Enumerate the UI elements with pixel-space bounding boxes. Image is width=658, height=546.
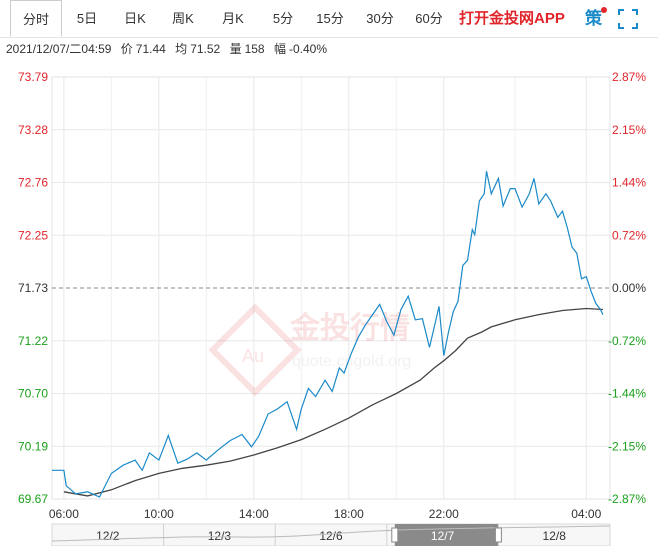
notification-dot [601, 7, 607, 13]
x-tick-label: 18:00 [334, 507, 364, 521]
y-axis-right: 2.87% 2.15% 1.44% 0.72% 0.00% -0.72% -1.44% -2.… [608, 70, 646, 506]
avg-value: 71.52 [190, 42, 221, 56]
tab-15-min[interactable]: 15分 [316, 11, 344, 26]
avg-label: 均 [175, 42, 188, 56]
fullscreen-icon-graphic [618, 9, 638, 29]
change-value: -0.40% [288, 42, 327, 56]
x-tick-label: 10:00 [144, 507, 174, 521]
y-tick-label-right: -2.15% [608, 439, 646, 453]
tab-5-day[interactable]: 5日 [76, 11, 98, 26]
y-tick-label-left: 73.79 [18, 70, 48, 84]
quote-datetime: 2021/12/07/二04:59 [6, 42, 112, 56]
change-label: 幅 [273, 42, 286, 56]
period-tab-bar: 分时 5日 日K 周K 月K 5分 15分 30分 60分 打开金投网APP 策 [0, 0, 658, 38]
y-tick-label-right: 0.72% [612, 228, 646, 242]
y-tick-label-right: -2.87% [608, 492, 646, 506]
y-tick-label-left: 71.22 [18, 334, 48, 348]
chart-grid [51, 76, 611, 500]
x-tick-label: 06:00 [49, 507, 79, 521]
watermark-logo-icon [208, 303, 302, 397]
navigator-mini-line [51, 525, 611, 542]
plot-frame [51, 76, 611, 500]
date-navigator: 12/2 12/3 12/6 12/7 12/8 [51, 523, 611, 546]
fullscreen-icon[interactable] [616, 7, 640, 31]
y-tick-label-right: 2.15% [612, 123, 646, 137]
volume-label: 量 [229, 42, 242, 56]
x-axis: 06:00 10:00 14:00 18:00 22:00 04:00 [49, 507, 602, 521]
y-tick-label-left: 72.76 [18, 176, 48, 190]
y-tick-label-right: -0.72% [608, 334, 646, 348]
tab-daily-k[interactable]: 日K [124, 11, 146, 26]
y-tick-label-left: 73.28 [18, 123, 48, 137]
tab-monthly-k[interactable]: 月K [222, 11, 244, 26]
x-tick-label: 14:00 [239, 507, 269, 521]
tab-60-min[interactable]: 60分 [415, 11, 443, 26]
y-tick-label-right: -1.44% [608, 387, 646, 401]
price-line [52, 171, 604, 498]
y-tick-label-right: 1.44% [612, 176, 646, 190]
average-price-line [63, 307, 603, 497]
strategy-icon[interactable]: 策 [584, 7, 608, 31]
y-axis-left: 73.79 73.28 72.76 72.25 71.73 71.22 70.70 70.19… [18, 70, 48, 506]
y-tick-label-left: 70.70 [18, 387, 48, 401]
price-label: 价 [120, 42, 133, 56]
volume-value: 158 [244, 42, 265, 56]
y-tick-label-right: 2.87% [612, 70, 646, 84]
x-tick-label: 22:00 [429, 507, 459, 521]
x-tick-label: 04:00 [571, 507, 601, 521]
navigator-date-label: 12/2 [96, 529, 120, 543]
y-tick-label-left: 70.19 [18, 439, 48, 453]
tab-30-min[interactable]: 30分 [366, 11, 394, 26]
watermark: Au 金投行情 quote.cngold.org [208, 303, 411, 397]
navigator-handle[interactable] [494, 527, 502, 543]
navigator-date-label: 12/6 [319, 529, 343, 543]
strategy-glyph: 策 [585, 9, 602, 28]
watermark-url: quote.cngold.org [292, 353, 411, 370]
y-tick-label-left: 69.67 [18, 492, 48, 506]
price-value: 71.44 [135, 42, 166, 56]
open-app-link[interactable]: 打开金投网APP [459, 10, 565, 27]
y-tick-label-right: 0.00% [612, 281, 646, 295]
watermark-title: 金投行情 [289, 311, 410, 345]
y-tick-label-left: 71.73 [18, 281, 48, 295]
navigator-date-label: 12/3 [208, 529, 232, 543]
watermark-logo-text: Au [242, 346, 264, 366]
tab-weekly-k[interactable]: 周K [172, 11, 194, 26]
intraday-price-chart: Au 金投行情 quote.cngold.org 73.79 73.28 72.76… [18, 70, 646, 546]
y-tick-label-left: 72.25 [18, 228, 48, 242]
navigator-date-label: 12/8 [543, 529, 567, 543]
tab-5-min[interactable]: 5分 [272, 11, 294, 26]
quote-info-line: 2021/12/07/二04:59 价 71.44 均 71.52 量 158 幅 -0… [6, 40, 333, 58]
navigator-date-label: 12/7 [431, 529, 455, 543]
tab-intraday[interactable]: 分时 [10, 0, 62, 37]
navigator-handle[interactable] [391, 527, 399, 543]
